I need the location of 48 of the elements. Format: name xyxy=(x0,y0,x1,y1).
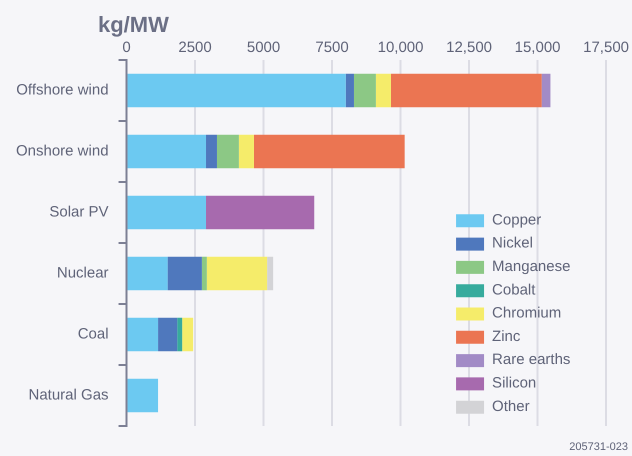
y-tick-label: Coal xyxy=(78,326,109,343)
x-tick-label: 5000 xyxy=(246,39,280,56)
x-tick-label: 12,500 xyxy=(446,39,492,56)
bar xyxy=(128,134,206,168)
bar xyxy=(390,74,542,108)
bar xyxy=(542,74,550,108)
legend-label: Rare earths xyxy=(492,351,570,368)
bar xyxy=(206,256,268,290)
bar xyxy=(177,318,182,352)
legend-label: Cobalt xyxy=(492,281,536,298)
bar xyxy=(376,74,391,108)
bar xyxy=(202,256,207,290)
x-tick-label: 15,000 xyxy=(514,39,561,56)
bar xyxy=(354,74,376,108)
y-tick-label: Solar PV xyxy=(49,204,109,221)
legend-label: Nickel xyxy=(492,234,533,252)
x-tick-label: 2500 xyxy=(178,39,212,56)
bar xyxy=(128,378,158,412)
bar xyxy=(128,196,206,230)
x-tick-label: 17,500 xyxy=(583,39,630,56)
bar xyxy=(168,256,202,290)
legend-label: Manganese xyxy=(492,258,570,276)
bar xyxy=(158,318,178,352)
legend-label: Silicon xyxy=(492,374,536,392)
bar xyxy=(128,318,158,352)
y-tick-label: Natural Gas xyxy=(28,386,109,404)
x-tick-label: 7500 xyxy=(315,39,349,56)
x-tick-label: 10,000 xyxy=(378,39,424,56)
y-tick-label: Nuclear xyxy=(56,264,109,282)
bar xyxy=(254,134,405,168)
chart-title: kg/MW xyxy=(98,12,170,37)
legend-label: Chromium xyxy=(492,304,562,322)
text: 205731-023 xyxy=(569,441,628,453)
bar xyxy=(238,134,254,168)
bar xyxy=(128,74,346,108)
x-tick-label: 0 xyxy=(122,39,131,56)
bar xyxy=(346,74,354,108)
bar xyxy=(267,256,274,290)
y-tick-label: Onshore wind xyxy=(16,142,109,160)
bar xyxy=(216,134,239,168)
bar xyxy=(128,256,168,290)
bar xyxy=(206,196,314,230)
bar xyxy=(182,318,194,352)
legend-label: Zinc xyxy=(492,328,521,345)
bar xyxy=(206,134,217,168)
legend-label: Copper xyxy=(492,211,542,228)
legend-label: Other xyxy=(492,398,530,415)
y-tick-label: Offshore wind xyxy=(16,82,109,99)
